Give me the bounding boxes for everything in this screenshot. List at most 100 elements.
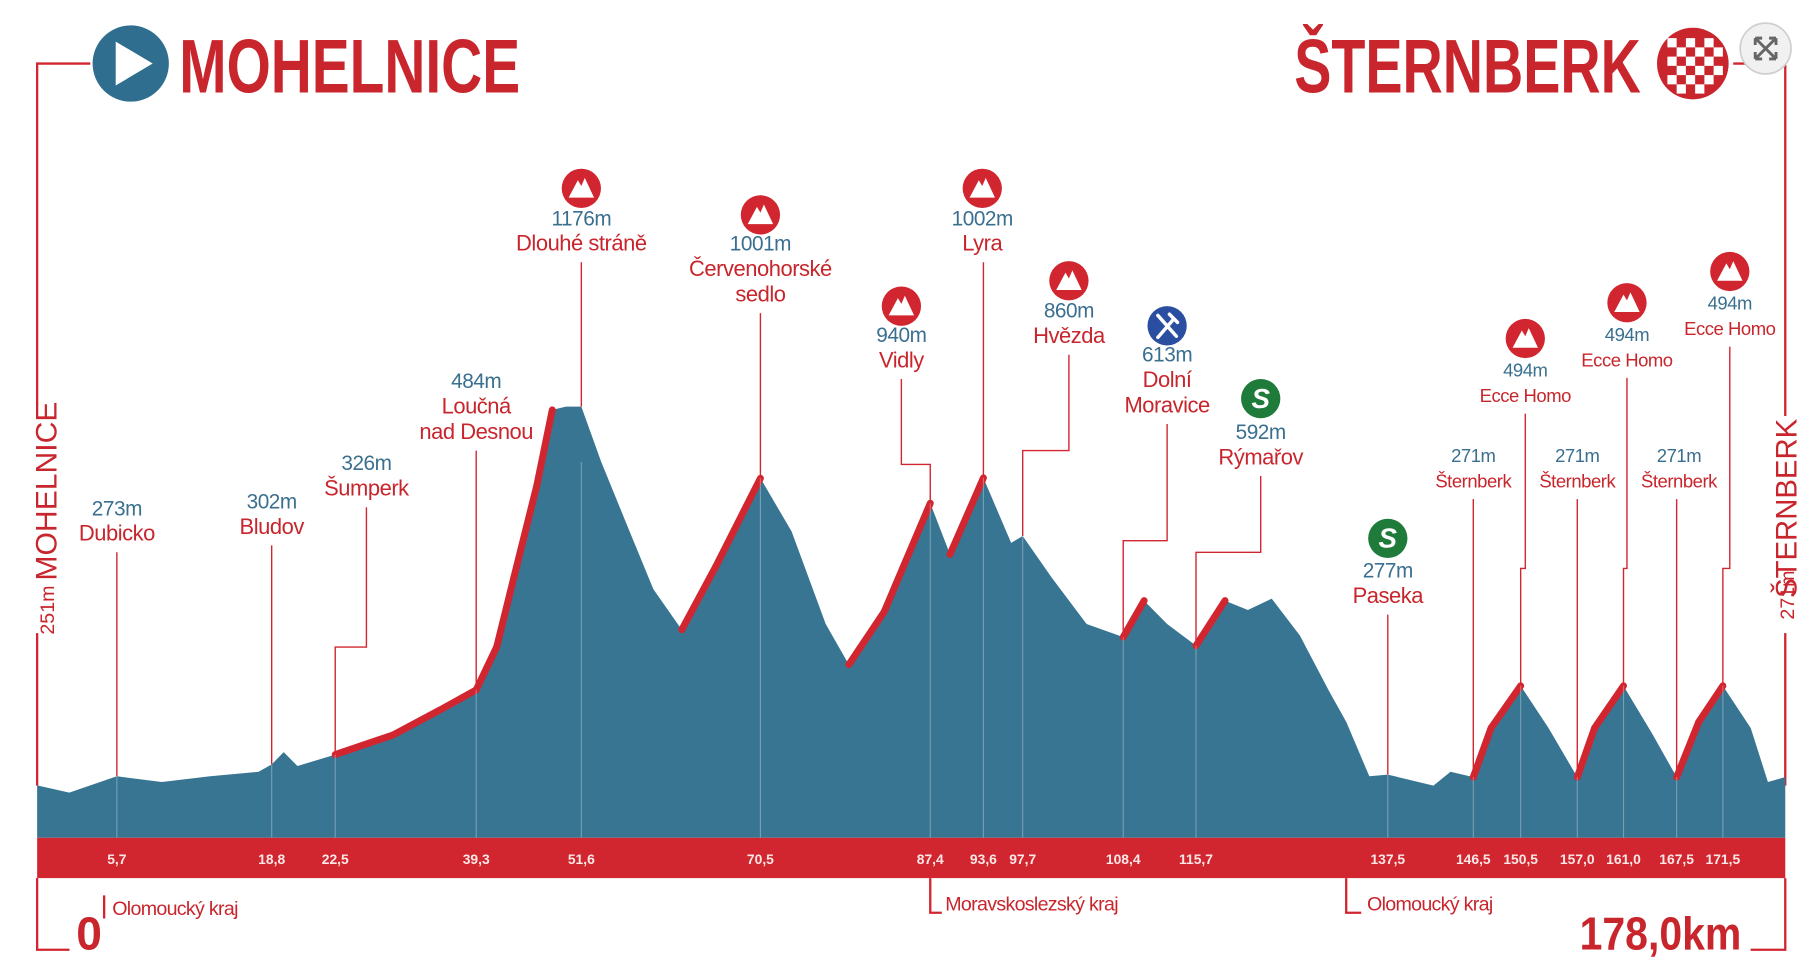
climb-icon-mountain: [969, 177, 995, 198]
waypoint-name: Ecce Homo: [1684, 318, 1775, 339]
climb-segment: [845, 608, 888, 668]
sprint-icon: [1368, 518, 1408, 559]
x-tick-label: 150,5: [1503, 851, 1538, 867]
waypoint-name: Šternberk: [1641, 471, 1718, 492]
waypoint-elevation: 271m: [1451, 445, 1495, 466]
climb-segment: [678, 562, 720, 634]
waypoint-elevation: 271m: [1657, 445, 1701, 466]
flag-square: [1695, 65, 1705, 76]
x-tick-label: 171,5: [1706, 851, 1741, 867]
expand-button[interactable]: [1739, 22, 1792, 75]
x-tick-label: 146,5: [1456, 851, 1491, 867]
waypoint-leader: [1122, 424, 1168, 638]
region-label: Olomoucký kraj: [1367, 893, 1493, 915]
flag-square: [1685, 75, 1696, 85]
start-elevation: 251m: [37, 586, 59, 635]
flag-square: [1695, 47, 1705, 57]
sprint-icon-letter: S: [1251, 383, 1270, 414]
waypoint-name: Vidly: [879, 347, 924, 372]
waypoint-name: Ecce Homo: [1480, 385, 1571, 406]
waypoint-elevation: 484m: [451, 370, 501, 393]
climb-icon-mountain: [568, 177, 595, 198]
waypoint-elevation: 277m: [1363, 560, 1413, 583]
waypoint-elevation: 494m: [1503, 360, 1547, 381]
waypoint-elevation: 273m: [92, 497, 142, 520]
waypoint-name: Bludov: [240, 514, 305, 539]
waypoint-name: sedlo: [735, 282, 785, 307]
x-tick-label: 108,4: [1106, 851, 1141, 867]
climb-segment: [1487, 682, 1525, 732]
climb-icon-mountain: [1056, 270, 1082, 291]
flag-square: [1704, 75, 1714, 85]
flag-square: [1676, 47, 1686, 57]
flag-square: [1667, 75, 1677, 85]
waypoint-elevation: 1001m: [730, 233, 791, 256]
x-tick-label: 51,6: [568, 851, 595, 867]
start-km: 0: [76, 908, 102, 960]
x-tick-label: 87,4: [917, 851, 944, 867]
x-tick-label: 39,3: [463, 851, 490, 867]
waypoint: 271m Šternberk: [1641, 445, 1719, 778]
climb-segment: [946, 474, 987, 558]
climb-icon-mountain: [1614, 292, 1640, 312]
waypoint-leader: [1022, 354, 1070, 536]
waypoint-name: Šumperk: [324, 476, 409, 501]
waypoint-elevation: 1176m: [551, 207, 611, 230]
climb-icon-mountain: [747, 204, 774, 225]
climb-segment: [510, 481, 541, 582]
waypoint-name: Dlouhé stráně: [516, 231, 647, 256]
waypoint: 494m Ecce Homo: [1581, 283, 1673, 686]
waypoint-name: Loučná: [442, 394, 512, 419]
waypoint-leader: [334, 507, 368, 755]
waypoint-name: nad Desnou: [419, 419, 533, 444]
waypoint-elevation: 326m: [341, 452, 391, 475]
climb-segment: [1591, 682, 1627, 732]
km-band: [37, 837, 1786, 879]
frame-left: [35, 62, 91, 951]
waypoint-elevation: 1002m: [952, 207, 1013, 230]
flag-square: [1685, 56, 1696, 66]
waypoint-elevation: 494m: [1605, 324, 1649, 345]
climb-segment: [880, 499, 934, 616]
feed-icon-cutlery: [1156, 312, 1180, 340]
waypoint-elevation: 860m: [1044, 300, 1094, 323]
sprint-icon-letter: S: [1379, 523, 1398, 554]
waypoint-leader: [1722, 346, 1731, 686]
flag-square: [1704, 38, 1714, 48]
flag-square: [1695, 84, 1705, 94]
waypoint-name: Hvězda: [1033, 323, 1106, 348]
waypoint-elevation: 940m: [876, 324, 926, 347]
flag-square: [1676, 84, 1686, 94]
waypoint-name: Červenohorské: [689, 256, 832, 281]
climb-segment: [1469, 724, 1495, 781]
x-tick-label: 137,5: [1370, 851, 1405, 867]
flag-square: [1667, 56, 1677, 66]
climb-segment: [493, 574, 518, 651]
climb-segment: [1119, 597, 1148, 641]
flag-square: [1713, 47, 1723, 57]
sprint-icon: [1241, 378, 1281, 419]
finish-icon: [1657, 27, 1729, 100]
climb-segment: [435, 686, 480, 714]
waypoint-elevation: 494m: [1708, 293, 1752, 314]
finish-vertical-name: ŠTERNBERK: [1770, 419, 1804, 598]
region-leaders: [102, 878, 1362, 919]
finish-title: ŠTERNBERK: [1294, 24, 1641, 109]
flag-square: [1676, 65, 1686, 76]
waypoint-leader: [1622, 377, 1628, 686]
start-vertical-name: MOHELNICE: [31, 402, 64, 581]
x-tick-label: 5,7: [107, 851, 127, 867]
climb-segment: [1695, 682, 1727, 726]
climb-segment: [1573, 724, 1599, 781]
waypoint-elevation: 302m: [247, 490, 297, 513]
